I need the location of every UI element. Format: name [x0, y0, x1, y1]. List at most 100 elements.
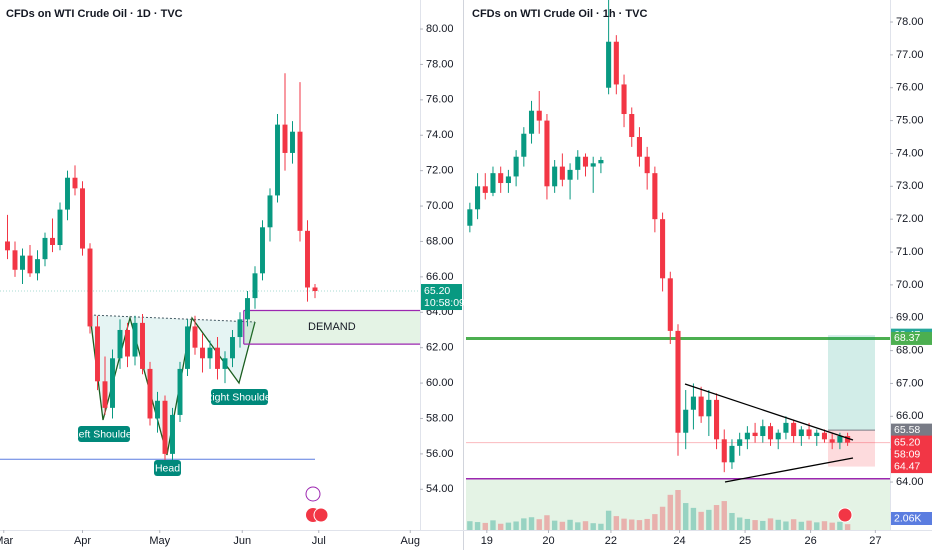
candle-body: [297, 131, 303, 231]
volume-bar: [528, 517, 535, 530]
y-tick-label: 76.00: [426, 94, 454, 106]
event-icon[interactable]: [313, 507, 329, 523]
event-icon[interactable]: [837, 507, 853, 523]
volume-bar: [767, 518, 774, 530]
candle-body: [200, 347, 205, 359]
candle-body: [837, 436, 843, 443]
volume-bar: [760, 520, 766, 530]
candle-body: [575, 156, 581, 170]
x-tick-label: 19: [481, 535, 493, 547]
candle-body: [621, 84, 627, 115]
candle-body: [275, 124, 280, 196]
candle-body: [282, 124, 288, 153]
y-tick-label: 75.00: [896, 114, 924, 126]
x-tick-label: Jul: [312, 535, 326, 547]
annotation: Right Shoulder: [205, 391, 275, 403]
volume-bar: [675, 490, 681, 530]
candle-body: [12, 250, 18, 270]
volume-bar: [559, 521, 566, 530]
volume-bar: [752, 520, 758, 530]
candle-body: [170, 414, 175, 454]
y-tick-label: 58.00: [426, 412, 454, 424]
volume-bar: [567, 519, 573, 530]
volume-bar: [713, 505, 720, 530]
candle-body: [582, 156, 589, 167]
candle-body: [498, 173, 504, 184]
volume-bar: [783, 521, 789, 530]
candle-body: [652, 173, 658, 220]
x-tick-label: 24: [673, 535, 685, 547]
volume-zone: [466, 478, 890, 530]
x-tick-label: Jun: [233, 535, 251, 547]
candle-body: [606, 41, 612, 88]
y-tick-label: 71.00: [896, 246, 924, 258]
candle-body: [147, 368, 153, 419]
y-tick-label: 62.00: [426, 342, 454, 354]
candle-body: [192, 326, 198, 348]
y-tick-label: 72.00: [426, 165, 454, 177]
volume-bar: [790, 519, 797, 530]
demand-zone: [243, 310, 420, 345]
candle-body: [260, 227, 265, 274]
annotation-box: [78, 426, 130, 442]
candle-body: [65, 177, 70, 210]
candle-body: [312, 287, 318, 292]
candle-body: [57, 209, 63, 245]
y-tick-label: 54.00: [426, 483, 454, 495]
candle-body: [110, 358, 115, 408]
candle-body: [95, 326, 100, 382]
volume-bar: [690, 507, 697, 530]
candle-body: [132, 322, 138, 357]
annotation: Head: [155, 462, 180, 474]
y-tick-label: 72.00: [896, 213, 924, 225]
volume-bar: [629, 519, 635, 530]
y-tick-label: 77.00: [896, 49, 924, 61]
x-tick-label: Aug: [400, 535, 420, 547]
volume-tag: [891, 512, 932, 525]
volume-bar: [482, 522, 488, 530]
volume-bar: [744, 518, 751, 530]
candle-body: [636, 137, 642, 157]
volume-bar: [683, 503, 689, 530]
volume-bar: [598, 523, 604, 530]
right-plot: 19 20 22 24 25 26 27: [466, 0, 890, 547]
y-tick-label: 56.00: [426, 448, 454, 460]
candle-body: [290, 131, 295, 153]
candle-body: [567, 169, 573, 180]
candle-body: [690, 396, 696, 410]
candle-body: [536, 110, 542, 121]
zone-label: DEMAND: [308, 321, 356, 333]
y-tick-label: 74.00: [896, 147, 924, 159]
annotation-box: [154, 460, 181, 476]
triangle-line: [724, 457, 854, 483]
candle-body: [737, 439, 743, 446]
x-tick-label: 25: [739, 535, 751, 547]
left-plot: Mar Apr May Jun Jul Aug DEMAND: [0, 73, 420, 547]
y-tick-label: 64.00: [896, 476, 924, 488]
event-icon[interactable]: [305, 486, 321, 502]
y-tick-label: 66.00: [426, 271, 454, 283]
candle-body: [222, 358, 228, 369]
annotation-box: [211, 389, 268, 405]
candle-body: [177, 368, 183, 415]
candle-body: [528, 110, 535, 134]
x-tick-label: Apr: [74, 535, 91, 547]
candle-body: [505, 176, 511, 184]
price-tag-label: 65.58: [894, 424, 920, 436]
candle-body: [644, 156, 650, 174]
pattern-line: [89, 314, 256, 456]
candle-body: [207, 347, 213, 359]
candle-body: [305, 230, 310, 288]
candle-body: [140, 322, 145, 369]
loss-zone: [828, 430, 875, 467]
volume-bar: [521, 518, 527, 530]
x-tick-label: May: [149, 535, 170, 547]
volume-bar: [497, 523, 504, 530]
candle-body: [714, 399, 720, 440]
volume-bar: [605, 510, 612, 530]
volume-bar: [590, 523, 596, 530]
candle-body: [791, 422, 797, 437]
y-tick-label: 70.00: [896, 279, 924, 291]
candle-body: [814, 432, 820, 437]
